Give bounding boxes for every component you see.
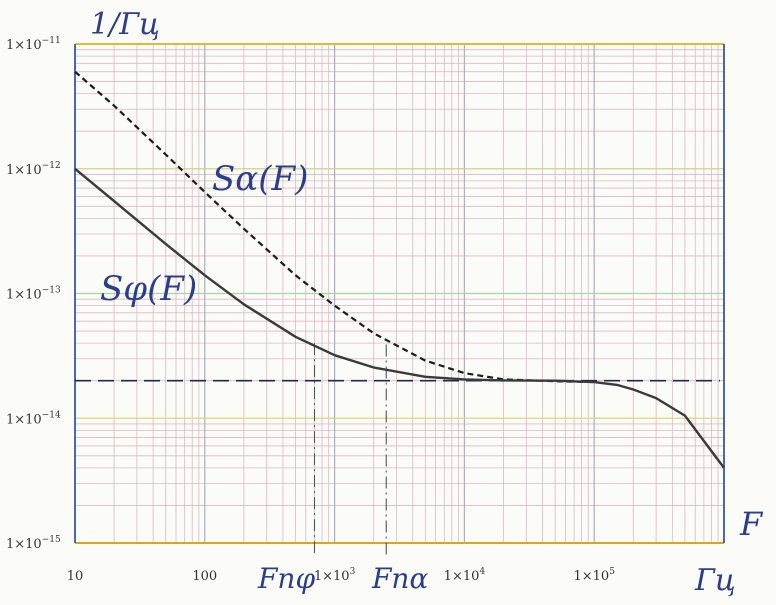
x-axis-label: F [739,505,764,543]
annotations: 1/Гц F Гц Sα(F) Sφ(F) Fпφ Fпα [90,7,764,598]
marker-label-f-phi: Fпφ [257,562,315,595]
y-tick-label: 1×10−14 [6,410,61,427]
x-unit-label: Гц [694,563,736,598]
series-label-s-phi: Sφ(F) [100,269,197,309]
series-label-s-alpha: Sα(F) [212,159,308,199]
x-tick-label: 10 [67,569,84,584]
marker-label-f-alpha: Fпα [371,562,428,595]
plot-frame [74,43,725,544]
x-tick-label: 1×105 [573,567,615,584]
y-unit-label: 1/Гц [90,7,160,42]
x-tick-label: 1×103 [314,567,356,584]
x-tick-label: 1×104 [444,567,486,584]
y-tick-label: 1×10−11 [6,36,61,53]
x-tick-labels: 10 100 1×103 1×104 1×105 [67,567,615,584]
y-tick-label: 1×10−15 [6,535,61,552]
major-grid [75,44,724,543]
y-tick-label: 1×10−12 [6,161,61,178]
series-line-s-alpha [74,70,595,384]
y-tick-labels: 1×10−11 1×10−12 1×10−13 1×10−14 1×10−15 [6,36,61,552]
series-line-s-phi [74,167,725,469]
y-tick-label: 1×10−13 [6,286,61,303]
x-tick-label: 100 [192,569,217,584]
series-group [74,70,725,469]
marker-lines [313,343,387,555]
